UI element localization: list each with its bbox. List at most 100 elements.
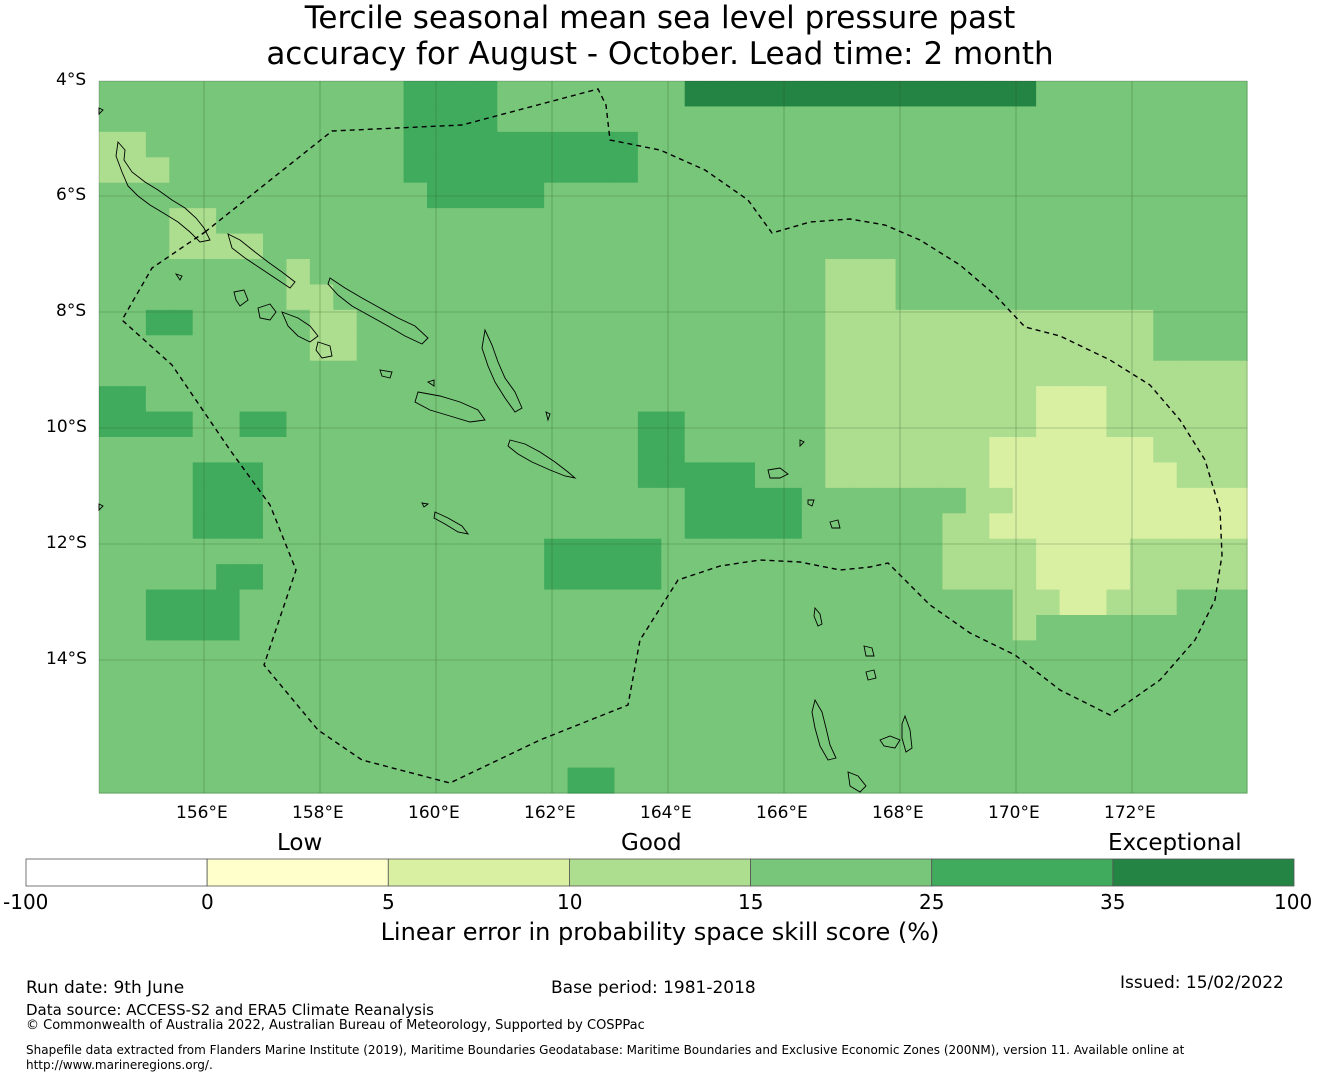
grid-cell: [1129, 564, 1154, 591]
grid-cell: [1083, 284, 1108, 311]
grid-cell: [122, 767, 147, 794]
grid-cell: [591, 513, 616, 540]
grid-cell: [192, 640, 217, 667]
lat-label-14s: 14°S: [46, 649, 87, 669]
grid-cell: [591, 233, 616, 260]
grid-cell: [567, 564, 592, 591]
grid-cell: [1106, 309, 1131, 336]
grid-cell: [286, 462, 311, 489]
grid-cell: [427, 615, 452, 642]
grid-cell: [872, 386, 897, 413]
grid-cell: [919, 259, 944, 286]
grid-cell: [286, 640, 311, 667]
grid-cell: [473, 589, 498, 616]
grid-cell: [731, 716, 756, 743]
grid-cell: [614, 208, 639, 235]
grid-cell: [333, 309, 358, 336]
grid-cell: [286, 259, 311, 286]
grid-cell: [1083, 615, 1108, 642]
grid-cell: [1223, 767, 1248, 794]
lat-label-10s: 10°S: [46, 417, 87, 437]
grid-cell: [1223, 640, 1248, 667]
grid-cell: [403, 208, 428, 235]
cb-tick-0: 0: [201, 890, 214, 914]
grid-cell: [403, 233, 428, 260]
grid-cell: [778, 360, 803, 387]
grid-cell: [286, 538, 311, 565]
grid-cell: [1153, 157, 1178, 184]
grid-cell: [965, 437, 990, 464]
grid-cell: [169, 716, 194, 743]
grid-cell: [778, 691, 803, 718]
grid-cell: [239, 615, 264, 642]
grid-cell: [755, 386, 780, 413]
grid-cell: [1176, 386, 1201, 413]
grid-cell: [333, 615, 358, 642]
grid-cell: [591, 386, 616, 413]
grid-cell: [216, 284, 241, 311]
grid-cell: [1036, 386, 1061, 413]
grid-cell: [286, 589, 311, 616]
grid-cell: [450, 589, 475, 616]
grid-cell: [614, 767, 639, 794]
grid-cell: [169, 259, 194, 286]
grid-cell: [872, 691, 897, 718]
grid-cell: [122, 615, 147, 642]
cb-tick-25: 25: [919, 890, 945, 914]
grid-cell: [145, 691, 170, 718]
grid-cell: [99, 564, 124, 591]
grid-cell: [591, 81, 616, 108]
grid-cell: [661, 716, 686, 743]
grid-cell: [965, 462, 990, 489]
grid-cell: [778, 437, 803, 464]
grid-cell: [1223, 665, 1248, 692]
grid-cell: [497, 157, 522, 184]
grid-cell: [801, 81, 826, 108]
grid-cell: [427, 259, 452, 286]
grid-cell: [801, 564, 826, 591]
grid-cell: [333, 691, 358, 718]
cb-tick-15: 15: [738, 890, 764, 914]
grid-cell: [169, 665, 194, 692]
grid-cell: [801, 538, 826, 565]
grid-cell: [942, 259, 967, 286]
grid-cell: [427, 411, 452, 438]
grid-cell: [427, 208, 452, 235]
grid-cell: [731, 665, 756, 692]
grid-cell: [192, 106, 217, 133]
grid-cell: [1176, 462, 1201, 489]
grid-cell: [942, 284, 967, 311]
grid-cell: [145, 411, 170, 438]
grid-cell: [1106, 716, 1131, 743]
grid-cell: [122, 742, 147, 769]
grid-cell: [755, 640, 780, 667]
grid-cell: [427, 131, 452, 158]
grid-cell: [145, 157, 170, 184]
grid-cell: [169, 615, 194, 642]
grid-cell: [755, 284, 780, 311]
grid-cell: [99, 284, 124, 311]
grid-cell: [99, 513, 124, 540]
grid-cell: [145, 615, 170, 642]
grid-cell: [1036, 767, 1061, 794]
grid-cell: [380, 513, 405, 540]
grid-cell: [1129, 81, 1154, 108]
grid-cell: [263, 615, 288, 642]
grid-cell: [1129, 360, 1154, 387]
grid-cell: [1200, 208, 1225, 235]
grid-cell: [684, 538, 709, 565]
grid-cell: [661, 665, 686, 692]
grid-cell: [309, 513, 334, 540]
grid-cell: [1176, 589, 1201, 616]
grid-cell: [99, 640, 124, 667]
grid-cell: [942, 208, 967, 235]
graticule: [99, 81, 1247, 793]
grid-cell: [848, 691, 873, 718]
grid-cell: [1059, 487, 1084, 514]
grid-cell: [684, 462, 709, 489]
grid-cell: [684, 767, 709, 794]
grid-cell: [1200, 564, 1225, 591]
grid-cell: [708, 767, 733, 794]
grid-cell: [356, 513, 381, 540]
grid-cell: [1153, 386, 1178, 413]
